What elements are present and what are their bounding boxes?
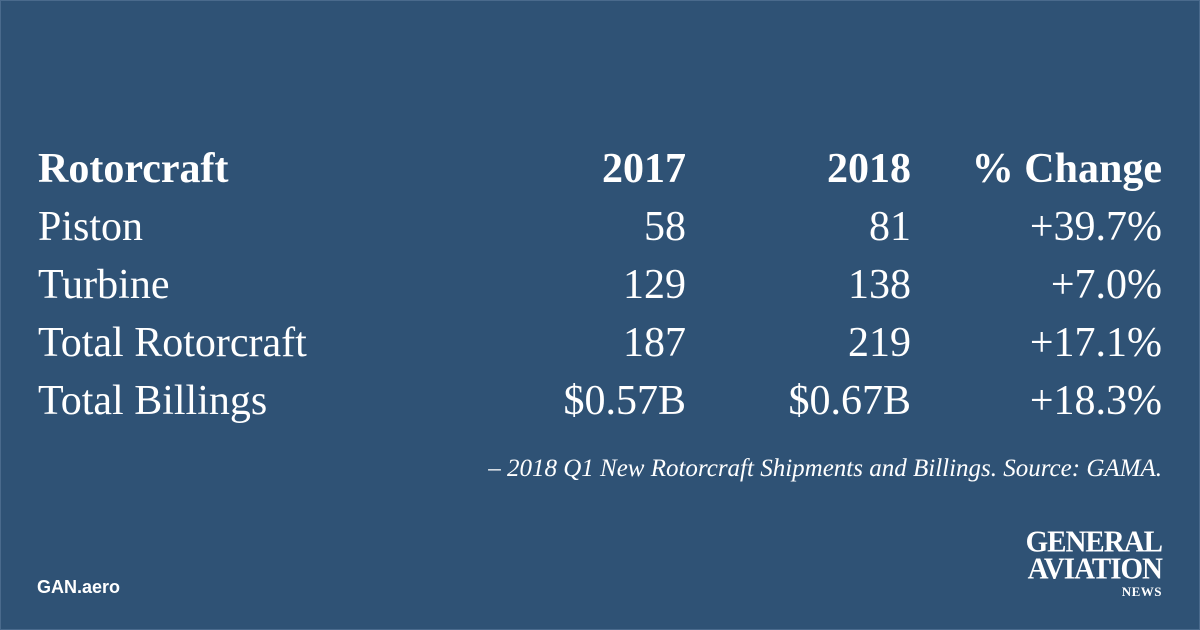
- column-header-2017: 2017: [602, 146, 686, 192]
- rotorcraft-shipments-table: Rotorcraft 2017 2018 % Change Piston 58 …: [38, 140, 1162, 430]
- cell-2018: 138: [848, 262, 911, 308]
- cell-percent-change: +17.1%: [1029, 320, 1162, 366]
- cell-2017: 187: [623, 320, 686, 366]
- column-header-category: Rotorcraft: [38, 146, 229, 192]
- cell-percent-change: +7.0%: [1050, 262, 1162, 308]
- cell-percent-change: +39.7%: [1029, 204, 1162, 250]
- general-aviation-news-logo: GENERAL AVIATION NEWS: [1014, 525, 1163, 599]
- cell-2018: 219: [848, 320, 911, 366]
- logo-line-general: GENERAL: [1025, 525, 1163, 559]
- cell-percent-change: +18.3%: [1029, 378, 1162, 424]
- cell-2017: $0.57B: [563, 378, 686, 424]
- table-row-total-billings: Total Billings $0.57B $0.67B +18.3%: [38, 372, 1162, 430]
- row-label: Total Rotorcraft: [38, 320, 307, 366]
- table-row-total-rotorcraft: Total Rotorcraft 187 219 +17.1%: [38, 314, 1162, 372]
- cell-2018: 81: [869, 204, 911, 250]
- table-row-turbine: Turbine 129 138 +7.0%: [38, 256, 1162, 314]
- row-label: Turbine: [38, 262, 170, 308]
- table-header-row: Rotorcraft 2017 2018 % Change: [38, 140, 1162, 198]
- source-caption: – 2018 Q1 New Rotorcraft Shipments and B…: [488, 455, 1162, 482]
- cell-2017: 129: [623, 262, 686, 308]
- column-header-2018: 2018: [827, 146, 911, 192]
- table-row-piston: Piston 58 81 +39.7%: [38, 198, 1162, 256]
- logo-line-aviation: AVIATION: [1027, 552, 1163, 586]
- row-label: Total Billings: [38, 378, 268, 424]
- logo-line-news: NEWS: [1121, 584, 1162, 599]
- row-label: Piston: [38, 204, 144, 250]
- column-header-percent-change: % Change: [971, 146, 1162, 192]
- site-url: GAN.aero: [37, 577, 121, 597]
- cell-2018: $0.67B: [788, 378, 911, 424]
- cell-2017: 58: [644, 204, 686, 250]
